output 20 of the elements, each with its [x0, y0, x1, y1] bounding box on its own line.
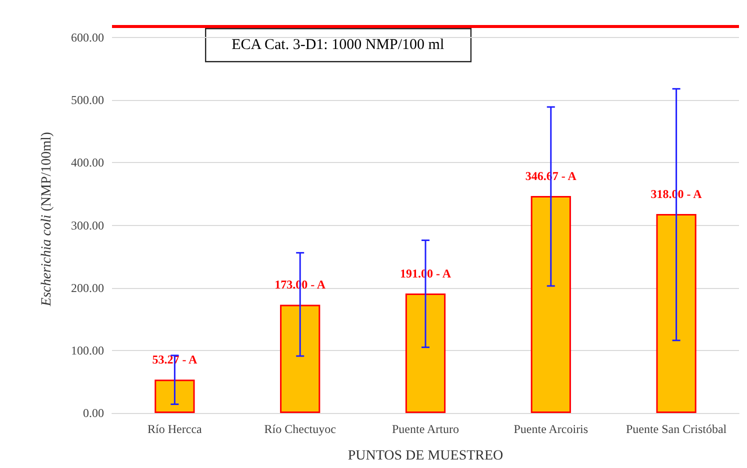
x-tick-label: Río Chectuyoc	[264, 422, 336, 436]
x-tick-label: Puente Arturo	[392, 422, 459, 436]
bar	[280, 304, 320, 413]
x-tick-label: Puente San Cristóbal	[626, 422, 728, 436]
bar	[530, 196, 571, 413]
x-axis-title: PUNTOS DE MUESTREO	[348, 448, 504, 464]
y-tick-label: 300.00	[71, 218, 104, 232]
bar	[656, 214, 696, 413]
x-tick-label: Río Hercca	[148, 422, 203, 436]
x-tick-label: Puente Arcoiris	[514, 422, 588, 436]
y-tick-label: 600.00	[71, 30, 104, 45]
y-tick-label: 400.00	[71, 156, 104, 170]
y-axis-title: Escherichia coli (NMP/100ml)	[40, 132, 54, 308]
y-tick-label: 100.00	[71, 343, 104, 358]
y-tick-label: 500.00	[71, 93, 104, 108]
annotation: ECA Cat. 3-D1: 1000 NMP/100 ml	[232, 37, 444, 54]
bar	[154, 380, 195, 413]
y-tick-label: 200.00	[71, 280, 104, 295]
y-tick-label: 0.00	[83, 406, 104, 420]
bar	[405, 293, 446, 413]
